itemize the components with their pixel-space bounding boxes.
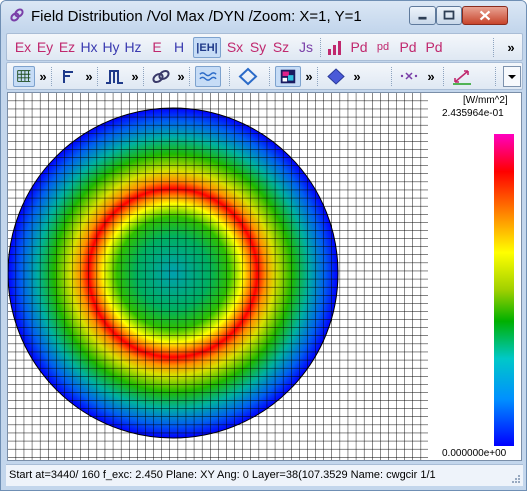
mesh-grid bbox=[8, 93, 428, 460]
h-button[interactable]: H bbox=[173, 39, 185, 55]
toolbar-options-dropdown[interactable] bbox=[503, 66, 521, 87]
toolbar-overflow-chevron-icon[interactable]: » bbox=[507, 40, 515, 55]
toolbar-separator bbox=[317, 67, 318, 86]
pd-small-button[interactable]: pd bbox=[376, 41, 390, 53]
colormap-icon[interactable] bbox=[275, 66, 301, 87]
colorbar-units-label: [W/mm^2] bbox=[463, 95, 508, 106]
e-button[interactable]: E bbox=[152, 39, 162, 55]
toolbar-separator bbox=[97, 67, 98, 86]
chevron-down-icon bbox=[508, 75, 516, 79]
toolbar-separator bbox=[495, 67, 496, 86]
diamond-outline-icon[interactable] bbox=[235, 66, 261, 87]
colorbar-max-value: 2.435964e-01 bbox=[442, 108, 504, 119]
colormap-chevron-icon[interactable]: » bbox=[305, 69, 313, 84]
toolbar-separator bbox=[51, 67, 52, 86]
power-chart-icon[interactable] bbox=[325, 37, 345, 58]
ex-button[interactable]: Ex bbox=[14, 39, 32, 55]
toolbar-separator bbox=[269, 67, 270, 86]
grid-chevron-icon[interactable]: » bbox=[39, 69, 47, 84]
close-icon bbox=[479, 10, 491, 21]
pd-h-button[interactable]: Pd bbox=[425, 39, 443, 55]
wave-icon[interactable] bbox=[195, 66, 221, 87]
toolbar-separator bbox=[143, 67, 144, 86]
diamond-chevron-icon[interactable]: » bbox=[353, 69, 361, 84]
title-bar[interactable]: Field Distribution /Vol Max /DYN /Zoom: … bbox=[1, 1, 526, 31]
toolbar-separator bbox=[320, 38, 321, 57]
sy-button[interactable]: Sy bbox=[249, 39, 267, 55]
toolbar-separator bbox=[189, 67, 190, 86]
window-title: Field Distribution /Vol Max /DYN /Zoom: … bbox=[31, 8, 362, 25]
toolbar-separator bbox=[391, 67, 392, 86]
minimize-button[interactable] bbox=[409, 6, 436, 25]
waveguide-boundary bbox=[8, 107, 339, 439]
grid-icon[interactable] bbox=[13, 66, 35, 87]
field-distribution-canvas[interactable] bbox=[8, 93, 521, 460]
ey-button[interactable]: Ey bbox=[36, 39, 54, 55]
display-options-toolbar: » » » » » bbox=[6, 62, 523, 90]
field-component-toolbar: Ex Ey Ez Hx Hy Hz E H |EH| Sx Sy Sz Js P… bbox=[6, 33, 523, 61]
toolbar-separator bbox=[443, 67, 444, 86]
link-icon[interactable] bbox=[149, 66, 173, 87]
color-scale-bar bbox=[494, 134, 514, 446]
pd-button[interactable]: Pd bbox=[350, 39, 368, 55]
status-bar: Start at=3440/ 160 f_exc: 2.450 Plane: X… bbox=[6, 464, 523, 486]
pulse-icon[interactable] bbox=[103, 66, 127, 87]
close-button[interactable] bbox=[462, 6, 508, 25]
eh-magnitude-button[interactable]: |EH| bbox=[193, 37, 221, 58]
resize-grip-icon[interactable] bbox=[511, 474, 521, 484]
axis-chevron-icon[interactable]: » bbox=[85, 69, 93, 84]
cross-dots-chevron-icon[interactable]: » bbox=[427, 69, 435, 84]
sz-button[interactable]: Sz bbox=[272, 39, 290, 55]
toolbar-separator bbox=[229, 67, 230, 86]
hy-button[interactable]: Hy bbox=[102, 39, 120, 55]
js-button[interactable]: Js bbox=[299, 39, 313, 55]
scale-arrows-icon[interactable] bbox=[449, 66, 475, 87]
sx-button[interactable]: Sx bbox=[226, 39, 244, 55]
toolbar-separator bbox=[493, 38, 494, 57]
app-link-icon bbox=[10, 8, 24, 22]
hx-button[interactable]: Hx bbox=[80, 39, 98, 55]
field-plot-area[interactable]: [W/mm^2] 2.435964e-01 0.000000e+00 bbox=[7, 92, 522, 461]
maximize-icon bbox=[443, 10, 455, 20]
diamond-filled-icon[interactable] bbox=[323, 66, 349, 87]
pd-e-button[interactable]: Pd bbox=[399, 39, 417, 55]
status-text: Start at=3440/ 160 f_exc: 2.450 Plane: X… bbox=[9, 469, 436, 481]
cross-dots-icon[interactable] bbox=[397, 66, 423, 87]
link-chevron-icon[interactable]: » bbox=[177, 69, 185, 84]
hz-button[interactable]: Hz bbox=[124, 39, 142, 55]
axis-icon[interactable] bbox=[57, 66, 81, 87]
ez-button[interactable]: Ez bbox=[58, 39, 76, 55]
maximize-button[interactable] bbox=[436, 6, 462, 25]
minimize-icon bbox=[418, 16, 427, 20]
pulse-chevron-icon[interactable]: » bbox=[131, 69, 139, 84]
colorbar-min-value: 0.000000e+00 bbox=[442, 448, 507, 459]
